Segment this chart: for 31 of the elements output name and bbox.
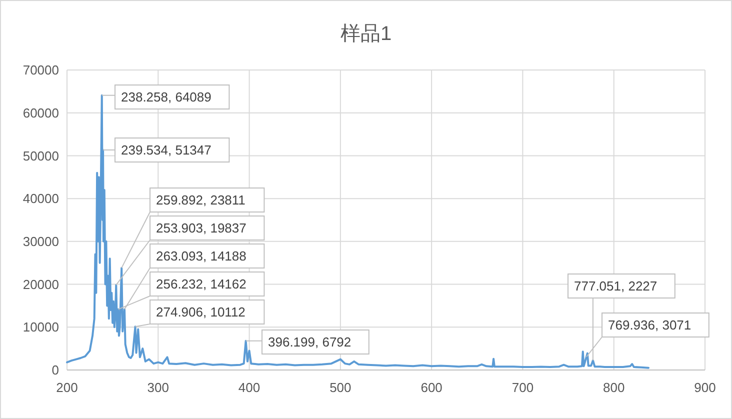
callout: 769.936, 3071 xyxy=(586,312,710,358)
y-tick-label: 40000 xyxy=(22,191,59,206)
chart-title: 样品1 xyxy=(340,23,392,45)
x-tick-label: 800 xyxy=(603,380,625,395)
annotation: 253.903, 19837 xyxy=(156,220,246,236)
y-tick-label: 60000 xyxy=(22,105,59,120)
annotation: 259.892, 23811 xyxy=(156,192,246,208)
y-tick-label: 20000 xyxy=(22,276,59,292)
annotation: 777.051, 2227 xyxy=(574,278,658,294)
annotation: 263.093, 14188 xyxy=(156,248,246,264)
callout: 274.906, 10112 xyxy=(134,300,265,328)
x-tick-label: 400 xyxy=(238,380,260,395)
y-tick-label: 70000 xyxy=(22,62,59,78)
annotation: 238.258, 64089 xyxy=(121,90,212,105)
callout: 238.258, 64089 xyxy=(101,84,230,110)
callout: 239.534, 51347 xyxy=(102,138,230,162)
annotation: 769.936, 3071 xyxy=(608,318,692,333)
x-tick-label: 500 xyxy=(330,380,352,395)
x-tick-label: 700 xyxy=(512,380,534,395)
annotation: 256.232, 14162 xyxy=(156,276,246,292)
annotation: 239.534, 51347 xyxy=(121,142,212,158)
callout: 396.199, 6792 xyxy=(245,330,370,354)
x-tick-label: 900 xyxy=(694,380,716,395)
x-tick-label: 600 xyxy=(420,380,442,395)
annotation: 396.199, 6792 xyxy=(268,334,352,350)
y-tick-label: 0 xyxy=(52,362,59,378)
y-tick-label: 50000 xyxy=(22,148,59,164)
x-tick-label: 300 xyxy=(147,380,169,395)
y-tick-label: 10000 xyxy=(22,320,59,335)
x-tick-label: 200 xyxy=(56,380,78,395)
y-tick-label: 30000 xyxy=(22,234,59,249)
